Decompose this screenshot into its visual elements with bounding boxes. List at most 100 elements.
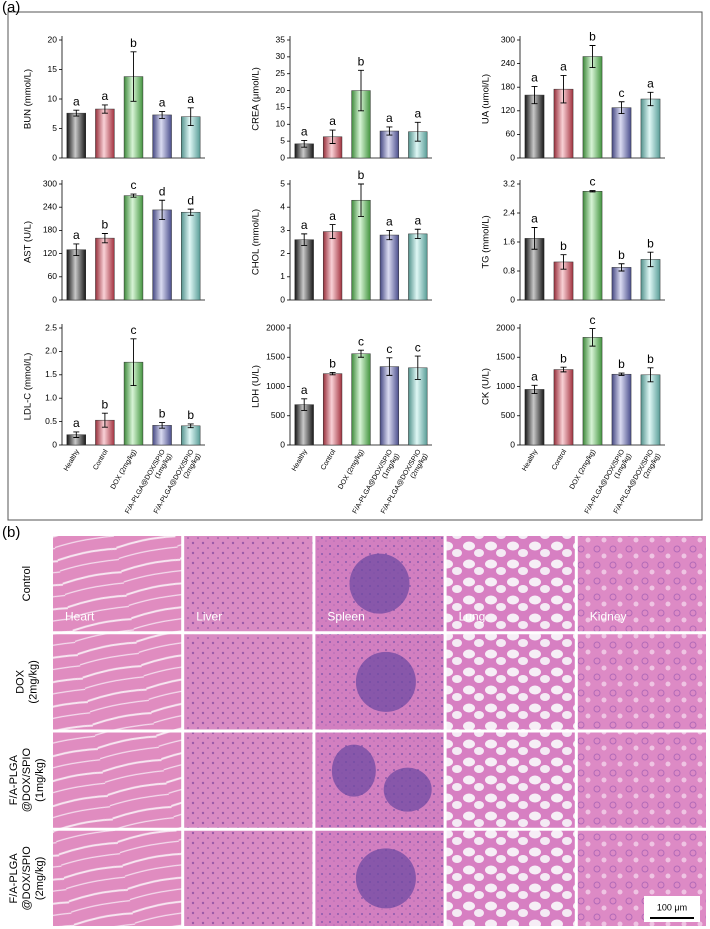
y-tick-label: 1.5 — [45, 369, 57, 379]
histology-image — [184, 830, 313, 926]
error-bar — [414, 228, 421, 239]
y-tick-label: 35 — [276, 34, 286, 44]
error-bar — [647, 251, 654, 268]
error-bar — [101, 233, 108, 244]
error-bar — [531, 85, 538, 105]
bar — [379, 366, 400, 446]
significance-letter: c — [386, 342, 392, 356]
bar — [95, 108, 115, 159]
significance-letter: b — [618, 357, 625, 371]
y-tick-label: 10 — [276, 119, 286, 129]
bar — [294, 239, 314, 301]
error-bar — [531, 227, 538, 250]
x-tick-label: Healthy — [63, 448, 81, 472]
error-bar — [414, 121, 421, 142]
error-bar — [73, 243, 80, 256]
y-tick-label: 1500 — [266, 352, 285, 362]
histology-image — [577, 536, 706, 632]
significance-letter: a — [301, 125, 308, 139]
y-axis-label: LDH (U/L) — [251, 365, 262, 408]
row-label: F/A-PLGA@DOX/SPIO(1mg/kg) — [8, 748, 46, 813]
bar — [524, 94, 545, 159]
histology-image — [53, 634, 182, 730]
tissue-region — [349, 553, 410, 614]
y-tick-label: 0.8 — [503, 265, 515, 275]
significance-letter: b — [358, 55, 365, 69]
y-tick-label: 0 — [510, 294, 515, 304]
significance-letter: b — [102, 218, 109, 232]
y-axis-label: CHOL (mmol/L) — [251, 209, 262, 275]
error-bar — [647, 367, 654, 383]
y-tick-label: 240 — [43, 201, 57, 211]
bar — [123, 195, 144, 301]
y-axis-label: CREA (μmol/L) — [251, 67, 262, 131]
significance-letter: a — [301, 383, 308, 397]
y-tick-label: 2.4 — [503, 207, 515, 217]
y-tick-label: 1.0 — [45, 392, 57, 402]
bar — [553, 369, 574, 446]
histology-image — [446, 732, 575, 828]
bar — [611, 267, 632, 301]
row-label-line: @DOX/SPIO — [21, 748, 33, 813]
error-bar — [386, 229, 393, 241]
error-bar — [159, 199, 166, 221]
error-bar — [329, 372, 336, 376]
error-bar — [329, 129, 336, 144]
row-label-line: @DOX/SPIO — [21, 846, 33, 911]
histology-image — [577, 732, 706, 828]
bar — [351, 353, 371, 446]
bar — [152, 114, 172, 159]
y-tick-label: 1000 — [496, 381, 515, 391]
bar — [640, 374, 661, 446]
row-label-line: F/A-PLGA — [8, 754, 20, 805]
significance-letter: c — [415, 340, 421, 354]
error-bar — [414, 355, 421, 380]
significance-letter: b — [130, 36, 137, 50]
y-tick-label: 2000 — [266, 322, 285, 332]
y-tick-label: 5 — [280, 178, 285, 188]
y-tick-label: 15 — [276, 102, 286, 112]
significance-letter: a — [187, 92, 194, 106]
x-tick-label: Control — [551, 448, 569, 471]
error-bar — [73, 431, 80, 438]
y-tick-label: 300 — [501, 34, 515, 44]
tissue-region — [355, 651, 416, 712]
histology-image — [53, 830, 182, 926]
x-tick-label: Control — [320, 448, 338, 471]
y-axis-label: UA (umol/L) — [481, 74, 492, 124]
significance-letter: a — [329, 114, 336, 128]
y-tick-label: 60 — [48, 271, 58, 281]
y-tick-label: 1000 — [266, 381, 285, 391]
significance-letter: a — [414, 106, 421, 120]
y-axis-label: CK (U/L) — [481, 368, 492, 405]
bar — [611, 373, 632, 446]
row-label-line: F/A-PLGA — [8, 853, 20, 904]
x-tick-label: DOX (2mg/kg) — [110, 449, 138, 491]
y-tick-label: 0 — [280, 439, 285, 449]
y-tick-label: 2 — [280, 248, 285, 258]
tissue-region — [383, 767, 432, 812]
error-bar — [531, 384, 538, 394]
bar — [379, 234, 400, 301]
column-label: Kidney — [590, 609, 627, 623]
bar — [152, 209, 172, 301]
column-label: Liver — [196, 609, 222, 623]
y-tick-label: 0 — [510, 152, 515, 162]
y-axis-label: BUN (mmol/L) — [23, 69, 34, 129]
histology-image — [53, 536, 182, 632]
x-tick-label: DOX (2mg/kg) — [337, 449, 365, 491]
scale-bar-label: 100 μm — [657, 902, 687, 912]
y-tick-label: 60 — [506, 129, 516, 139]
significance-letter: b — [618, 248, 625, 262]
error-bar — [589, 45, 596, 68]
significance-letter: a — [301, 218, 308, 232]
significance-letter: a — [329, 209, 336, 223]
error-bar — [187, 423, 194, 429]
significance-letter: b — [647, 236, 654, 250]
histology-image — [446, 634, 575, 730]
error-bar — [73, 109, 80, 117]
error-bar — [329, 224, 336, 239]
y-tick-label: 0 — [52, 152, 57, 162]
significance-letter: c — [590, 175, 596, 189]
